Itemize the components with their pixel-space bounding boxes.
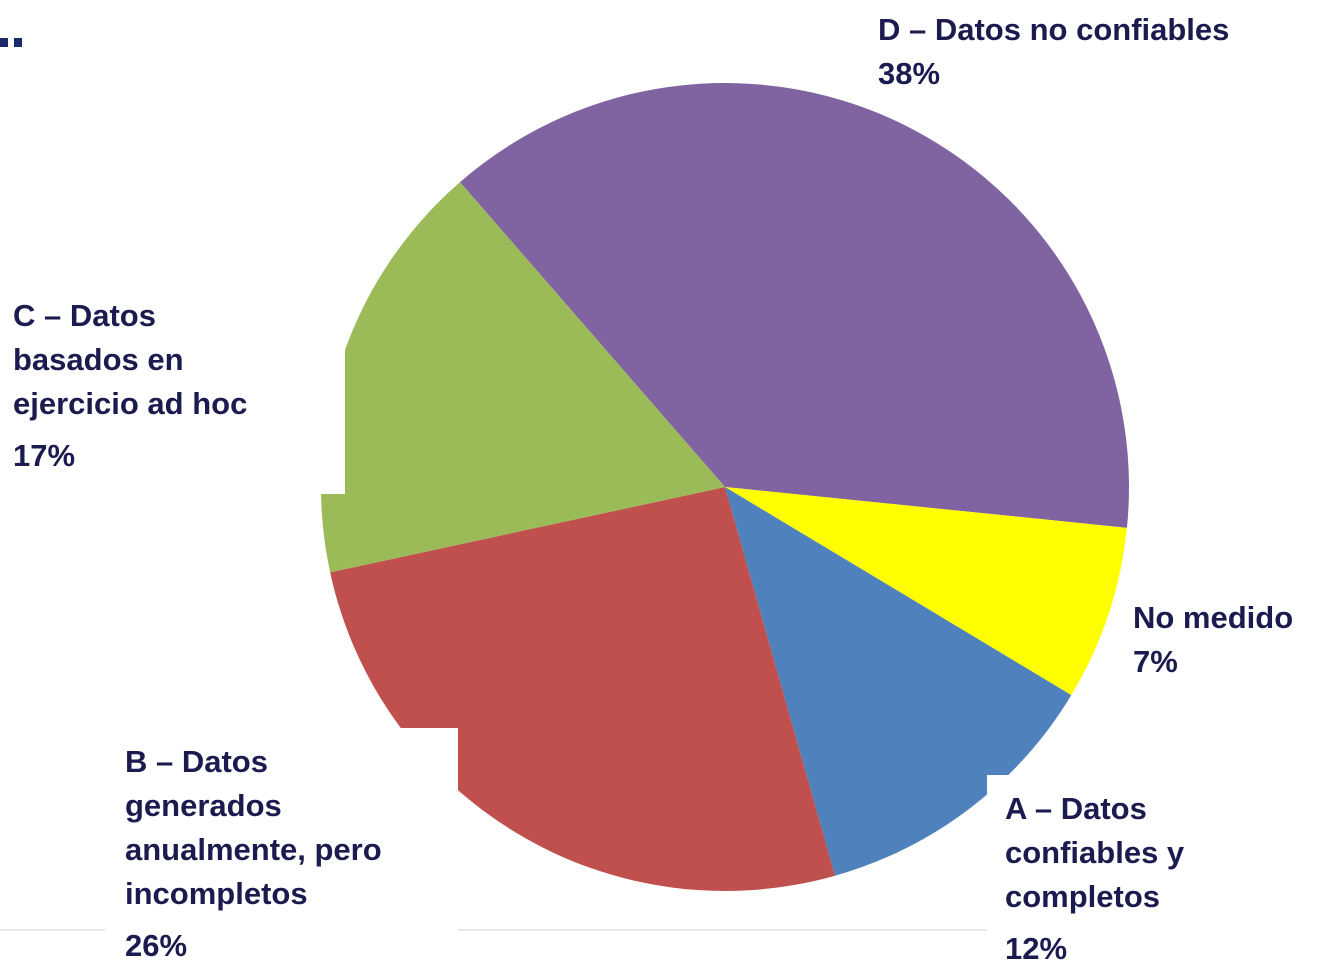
value-label: 7%: [1133, 644, 1178, 679]
category-label: No medido: [1133, 600, 1294, 635]
category-label: B – Datos generados anualmente, pero inc…: [125, 744, 382, 911]
slice-label: No medido 7%: [1115, 596, 1329, 684]
pie: [321, 83, 1129, 891]
value-label: 26%: [125, 928, 188, 963]
value-label: 12%: [1005, 931, 1068, 966]
decor: [14, 38, 22, 47]
category-label: D – Datos no confiables: [878, 12, 1230, 47]
slice-label: A – Datos confiables y completos 12%: [987, 775, 1329, 971]
pie-slice: [725, 487, 1072, 876]
decor: [0, 38, 8, 47]
slice-label: D – Datos no confiables 38%: [858, 8, 1320, 96]
pie-slice: [330, 487, 836, 891]
slice-label: B – Datos generados anualmente, pero inc…: [105, 728, 458, 968]
pie-slice: [459, 83, 1129, 528]
pie-slice: [321, 182, 725, 573]
value-label: 38%: [878, 56, 941, 91]
category-label: A – Datos confiables y completos: [1005, 791, 1185, 914]
pie-slice: [725, 487, 1127, 696]
value-label: 17%: [13, 438, 76, 473]
category-label: C – Datos basados en ejercicio ad hoc: [13, 298, 248, 421]
slice-label: C – Datos basados en ejercicio ad hoc 17%: [0, 290, 345, 494]
